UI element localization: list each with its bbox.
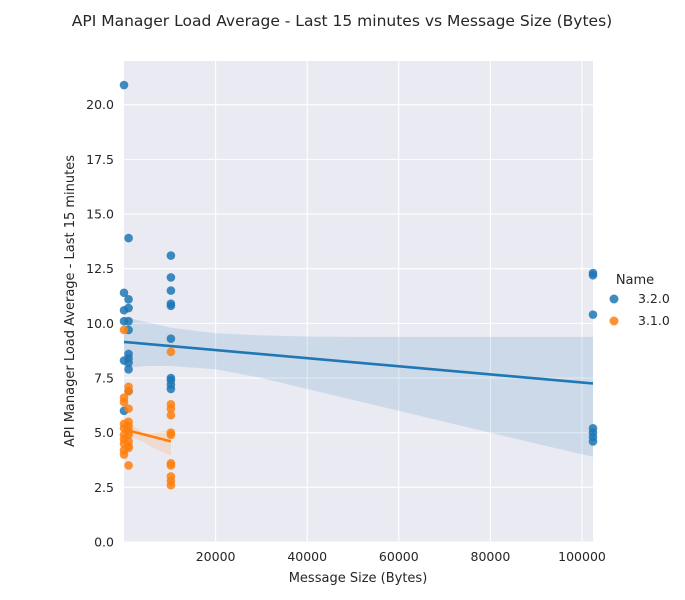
data-point-3-1-0 bbox=[124, 386, 133, 396]
y-tick-label: 15.0 bbox=[86, 207, 114, 222]
data-point-3-1-0 bbox=[124, 404, 133, 413]
data-point-3-2-0 bbox=[166, 334, 176, 343]
regression-line-3-1-0 bbox=[123, 428, 172, 443]
x-tick-label: 20000 bbox=[196, 549, 236, 564]
legend: Name 3.2.0 3.1.0 bbox=[609, 273, 670, 328]
legend-marker-3-2-0 bbox=[609, 294, 619, 304]
data-point-3-1-0 bbox=[119, 450, 129, 459]
data-point-3-2-0 bbox=[124, 295, 133, 304]
legend-label-3-2-0: 3.2.0 bbox=[638, 291, 670, 306]
grid bbox=[124, 61, 593, 543]
legend-label-3-1-0: 3.1.0 bbox=[638, 313, 670, 328]
data-point-3-1-0 bbox=[166, 480, 176, 490]
y-tick-label: 20.0 bbox=[86, 97, 114, 112]
data-point-3-2-0 bbox=[166, 301, 176, 311]
y-axis-ticks: 0.0 2.5 5.0 7.5 10.0 12.5 15.0 17.5 20.0 bbox=[86, 97, 114, 549]
data-point-3-1-0 bbox=[119, 325, 129, 335]
data-point-3-1-0 bbox=[166, 461, 176, 470]
data-point-3-2-0 bbox=[588, 437, 598, 446]
data-point-3-2-0 bbox=[166, 384, 176, 394]
data-point-3-2-0 bbox=[124, 233, 133, 243]
data-point-3-2-0 bbox=[588, 270, 598, 280]
y-tick-label: 10.0 bbox=[86, 316, 114, 331]
data-point-3-1-0 bbox=[124, 461, 133, 470]
data-point-3-2-0 bbox=[119, 80, 129, 90]
data-point-3-2-0 bbox=[166, 286, 176, 295]
data-point-3-2-0 bbox=[588, 310, 598, 319]
x-tick-label: 100000 bbox=[558, 549, 606, 564]
x-axis-ticks: 20000 40000 60000 80000 100000 bbox=[196, 549, 606, 564]
y-tick-label: 17.5 bbox=[86, 152, 114, 167]
y-tick-label: 0.0 bbox=[94, 535, 114, 550]
data-point-3-2-0 bbox=[124, 316, 133, 326]
data-point-3-2-0 bbox=[124, 364, 133, 374]
data-point-3-2-0 bbox=[124, 303, 133, 313]
regression-lines bbox=[123, 340, 594, 443]
data-point-3-1-0 bbox=[166, 430, 176, 440]
data-point-3-1-0 bbox=[124, 430, 133, 440]
x-tick-label: 60000 bbox=[379, 549, 419, 564]
x-tick-label: 80000 bbox=[471, 549, 511, 564]
plot-area bbox=[124, 61, 593, 542]
y-tick-label: 2.5 bbox=[94, 480, 114, 495]
data-point-3-1-0 bbox=[119, 397, 129, 407]
chart-title: API Manager Load Average - Last 15 minut… bbox=[72, 12, 612, 30]
data-point-3-2-0 bbox=[119, 288, 129, 298]
data-point-3-1-0 bbox=[124, 443, 133, 453]
data-point-3-2-0 bbox=[124, 358, 133, 368]
y-axis-label: API Manager Load Average - Last 15 minut… bbox=[63, 155, 78, 447]
y-tick-label: 12.5 bbox=[86, 261, 114, 276]
data-points bbox=[119, 80, 598, 490]
x-tick-label: 40000 bbox=[287, 549, 327, 564]
y-tick-label: 7.5 bbox=[94, 371, 114, 386]
legend-marker-3-1-0 bbox=[609, 316, 619, 326]
data-point-3-2-0 bbox=[166, 251, 176, 260]
regression-line-3-2-0 bbox=[123, 340, 594, 385]
x-axis-label: Message Size (Bytes) bbox=[289, 571, 428, 586]
data-point-3-1-0 bbox=[166, 347, 176, 357]
legend-title: Name bbox=[616, 273, 654, 288]
data-point-3-2-0 bbox=[166, 273, 176, 282]
data-point-3-1-0 bbox=[166, 410, 176, 420]
data-point-3-1-0 bbox=[166, 404, 176, 413]
y-tick-label: 5.0 bbox=[94, 425, 114, 440]
